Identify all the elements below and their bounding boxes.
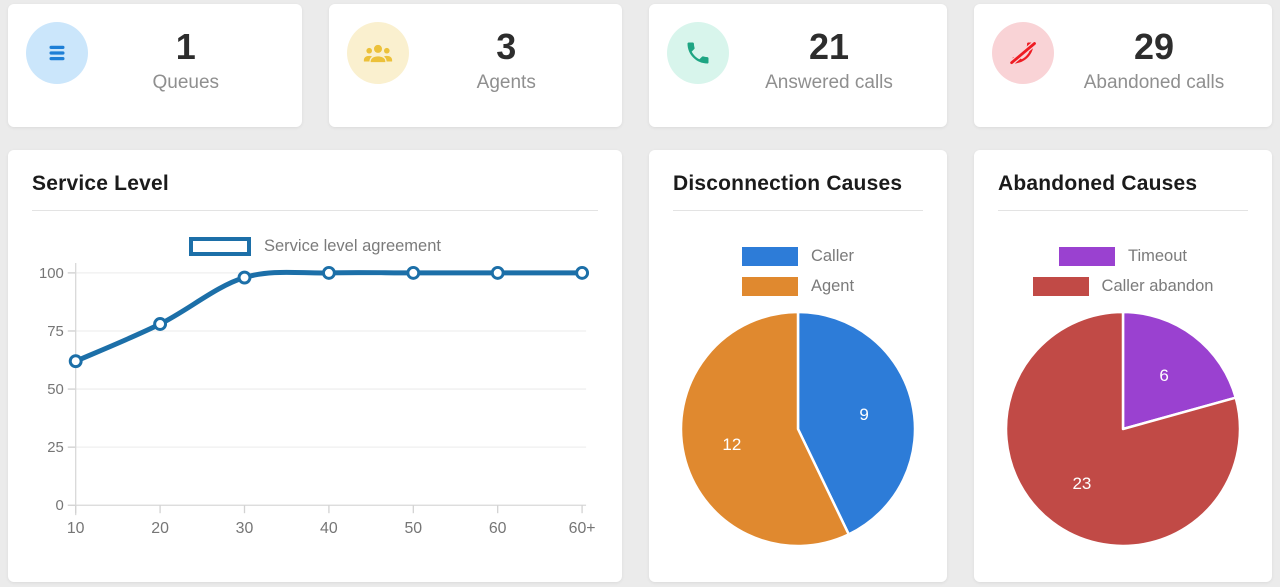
divider	[32, 210, 598, 211]
pie-slice-caller	[796, 310, 917, 536]
pie-value-label: 6	[1159, 366, 1168, 385]
data-point-marker	[490, 265, 505, 280]
legend-label: Caller abandon	[1101, 277, 1214, 295]
pie-slice-timeout	[1121, 310, 1237, 431]
x-axis-tick-label: 60	[489, 520, 507, 537]
y-axis-tick-label: 100	[39, 266, 64, 282]
legend-label: Timeout	[1128, 247, 1187, 265]
answered-calls-label: Answered calls	[765, 71, 893, 93]
legend-item-service-level-agreement[interactable]: Service level agreement	[188, 237, 441, 256]
x-axis-tick-label: 60+	[569, 520, 596, 537]
y-axis-tick-label: 25	[47, 440, 64, 456]
queues-label: Queues	[152, 71, 220, 93]
legend-swatch	[1032, 277, 1089, 296]
pie-slice-agent	[679, 310, 851, 548]
legend-label: Caller	[810, 247, 855, 265]
legend-item-caller[interactable]: Caller	[741, 247, 855, 266]
service-level-panel: Service Level Service level agreement 0 2…	[8, 150, 622, 582]
x-axis-tick-label: 20	[151, 520, 169, 537]
data-point-marker	[575, 265, 590, 280]
data-point-marker	[237, 270, 252, 285]
y-axis-tick-label: 0	[56, 498, 64, 514]
y-axis-tick-label: 50	[47, 382, 64, 398]
legend-label: Service level agreement	[263, 237, 441, 255]
pie-value-label: 12	[722, 435, 741, 454]
abandoned-pie-chart: 6 23	[1004, 310, 1242, 548]
queues-count: 1	[175, 26, 196, 67]
pie-value-label: 23	[1072, 474, 1091, 493]
x-axis-tick-label: 10	[67, 520, 85, 537]
data-point-marker	[406, 265, 421, 280]
stat-icon-circle	[26, 22, 88, 84]
legend-label: Agent	[810, 277, 855, 295]
data-point-marker	[321, 265, 336, 280]
legend-swatch	[741, 277, 798, 296]
data-point-marker	[68, 354, 83, 369]
legend-item-caller-abandon[interactable]: Caller abandon	[1032, 277, 1214, 296]
data-point-marker	[153, 317, 168, 331]
stat-card-answered-calls: 21 Answered calls	[649, 4, 947, 127]
service-level-title: Service Level	[32, 172, 169, 195]
stat-card-queues: 1 Queues	[8, 4, 302, 127]
stat-icon-circle	[667, 22, 729, 84]
abandoned-causes-title: Abandoned Causes	[998, 172, 1198, 195]
y-axis-tick-label: 75	[47, 324, 64, 340]
phone-icon	[687, 42, 709, 64]
abandoned-causes-panel: Abandoned Causes Timeout Caller abandon 6…	[974, 150, 1272, 582]
service-level-line	[73, 269, 585, 364]
phone-slash-icon	[1009, 40, 1037, 66]
users-icon	[363, 44, 392, 63]
disconnection-causes-legend: Caller Agent	[673, 247, 923, 296]
divider	[998, 210, 1248, 211]
answered-calls-count: 21	[808, 26, 850, 67]
stat-card-abandoned-calls: 29 Abandoned calls	[974, 4, 1272, 127]
legend-swatch	[188, 237, 251, 256]
agents-label: Agents	[476, 71, 536, 93]
x-axis-tick-label: 30	[236, 520, 254, 537]
legend-swatch	[741, 247, 798, 266]
legend-item-timeout[interactable]: Timeout	[1059, 247, 1187, 266]
disconnection-pie-chart: 9 12	[679, 310, 917, 548]
abandoned-calls-count: 29	[1133, 26, 1175, 67]
pie-slice-caller-abandon	[1004, 310, 1242, 548]
stat-card-agents: 3 Agents	[328, 4, 622, 127]
service-level-chart: 0 25 50 75 100 10 20 30 40 50 60 60+	[39, 262, 596, 537]
abandoned-causes-legend: Timeout Caller abandon	[998, 247, 1248, 296]
abandoned-calls-label: Abandoned calls	[1083, 71, 1225, 93]
legend-swatch	[1059, 247, 1115, 266]
divider	[673, 210, 923, 211]
stat-icon-circle	[992, 22, 1054, 84]
pie-value-label: 9	[859, 405, 868, 424]
agents-count: 3	[496, 26, 517, 67]
stat-icon-circle	[346, 22, 409, 84]
legend-item-agent[interactable]: Agent	[741, 277, 855, 296]
x-axis-tick-label: 40	[320, 520, 338, 537]
disconnection-causes-panel: Disconnection Causes Caller Agent 9 12	[649, 150, 947, 582]
disconnection-causes-title: Disconnection Causes	[673, 172, 903, 195]
x-axis-tick-label: 50	[404, 520, 422, 537]
list-icon	[49, 45, 65, 61]
service-level-legend: Service level agreement	[32, 237, 598, 256]
